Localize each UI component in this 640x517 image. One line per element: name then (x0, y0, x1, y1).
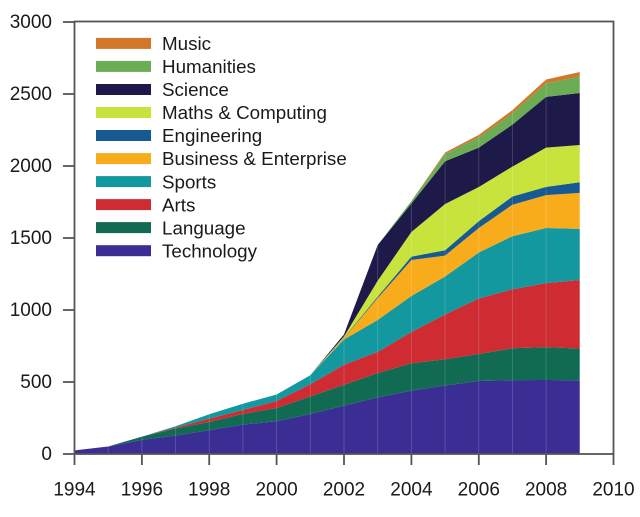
svg-text:2006: 2006 (458, 480, 500, 501)
svg-text:Maths & Computing: Maths & Computing (162, 102, 327, 123)
svg-text:Science: Science (162, 79, 229, 100)
svg-text:1000: 1000 (10, 300, 52, 321)
svg-text:1996: 1996 (121, 480, 163, 501)
svg-text:2010: 2010 (592, 480, 634, 501)
svg-text:1500: 1500 (10, 228, 52, 249)
svg-text:0: 0 (41, 444, 52, 465)
svg-text:1994: 1994 (53, 480, 96, 501)
svg-text:2000: 2000 (10, 156, 52, 177)
svg-text:2004: 2004 (390, 480, 433, 501)
svg-text:Business & Enterprise: Business & Enterprise (162, 148, 347, 169)
svg-text:1998: 1998 (188, 480, 230, 501)
svg-text:2500: 2500 (10, 84, 52, 105)
svg-text:2000: 2000 (255, 480, 297, 501)
svg-text:Sports: Sports (162, 171, 216, 192)
svg-text:500: 500 (20, 372, 52, 393)
svg-text:2008: 2008 (525, 480, 567, 501)
svg-text:Technology: Technology (162, 240, 258, 261)
svg-text:Engineering: Engineering (162, 125, 262, 146)
svg-text:Language: Language (162, 217, 246, 238)
svg-text:Arts: Arts (162, 194, 195, 215)
svg-text:3000: 3000 (10, 12, 52, 33)
svg-text:2002: 2002 (323, 480, 365, 501)
svg-text:Humanities: Humanities (162, 56, 256, 77)
svg-text:Music: Music (162, 33, 211, 54)
